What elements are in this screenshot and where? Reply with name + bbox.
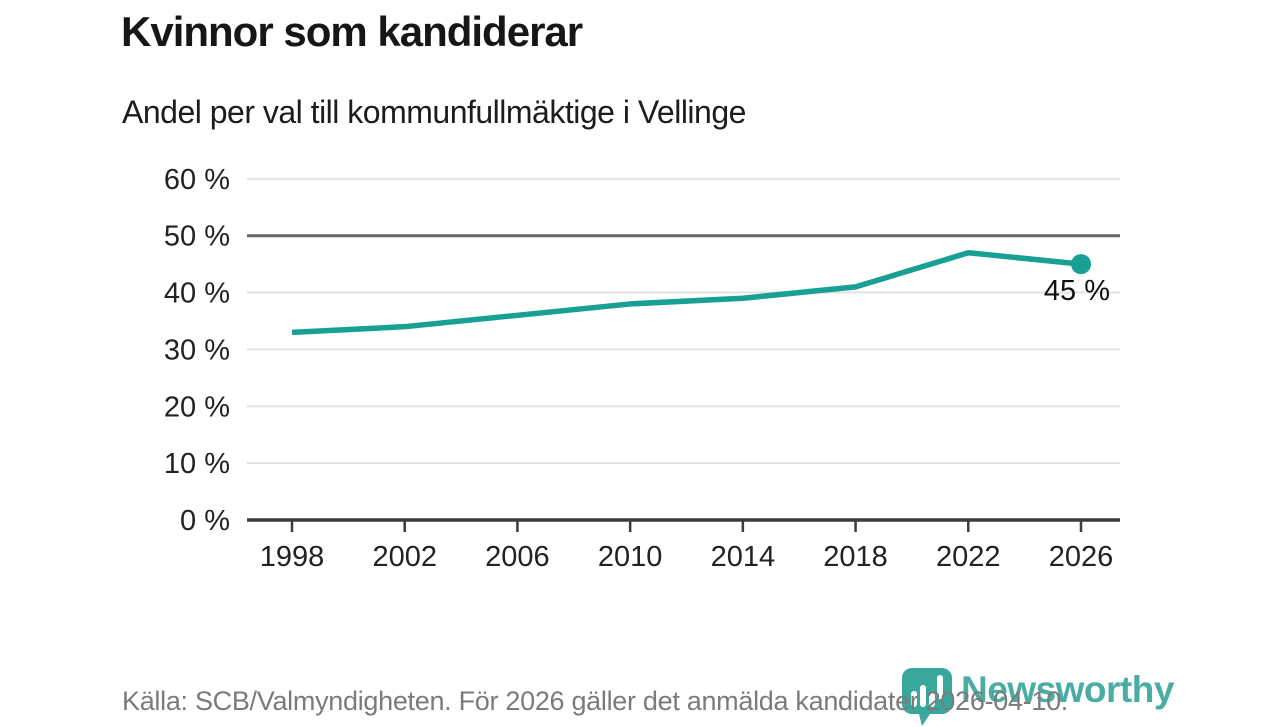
chart-subtitle: Andel per val till kommunfullmäktige i V… xyxy=(122,94,746,130)
x-tick-label: 1998 xyxy=(260,541,325,573)
y-tick-label: 40 % xyxy=(164,278,230,310)
page-title: Kvinnor som kandiderar xyxy=(121,8,583,55)
y-tick-label: 50 % xyxy=(164,221,230,253)
end-value-label: 45 % xyxy=(1044,275,1110,307)
y-tick-label: 20 % xyxy=(164,391,230,423)
data-line xyxy=(291,250,1082,336)
chart-svg: 0 % 10 % 20 % 30 % 40 % 50 % 60 % 1998 2002 2006 2… xyxy=(164,164,1120,573)
end-point-dot xyxy=(1070,254,1091,275)
newsworthy-logo: Newsworthy xyxy=(901,667,1174,727)
y-tick-label: 10 % xyxy=(164,448,230,480)
y-tick-label: 0 % xyxy=(180,505,230,537)
y-tick-label: 60 % xyxy=(164,164,230,196)
source-note: Källa: SCB/Valmyndigheten. För 2026 gäll… xyxy=(122,686,1069,716)
newsworthy-pin-barchart-icon xyxy=(902,668,952,726)
x-tick-label: 2022 xyxy=(936,541,1001,573)
x-tick-label: 2026 xyxy=(1049,541,1114,573)
x-tick-label: 2002 xyxy=(372,541,437,573)
x-tick-label: 2018 xyxy=(823,541,888,573)
line-chart: 0 % 10 % 20 % 30 % 40 % 50 % 60 % 1998 2002 2006 2… xyxy=(0,150,1280,620)
newsworthy-wordmark: Newsworthy xyxy=(961,669,1174,710)
x-tick-label: 2010 xyxy=(598,541,663,573)
x-tick-label: 2014 xyxy=(711,541,776,573)
x-tick-label: 2006 xyxy=(485,541,550,573)
y-tick-label: 30 % xyxy=(164,334,230,366)
